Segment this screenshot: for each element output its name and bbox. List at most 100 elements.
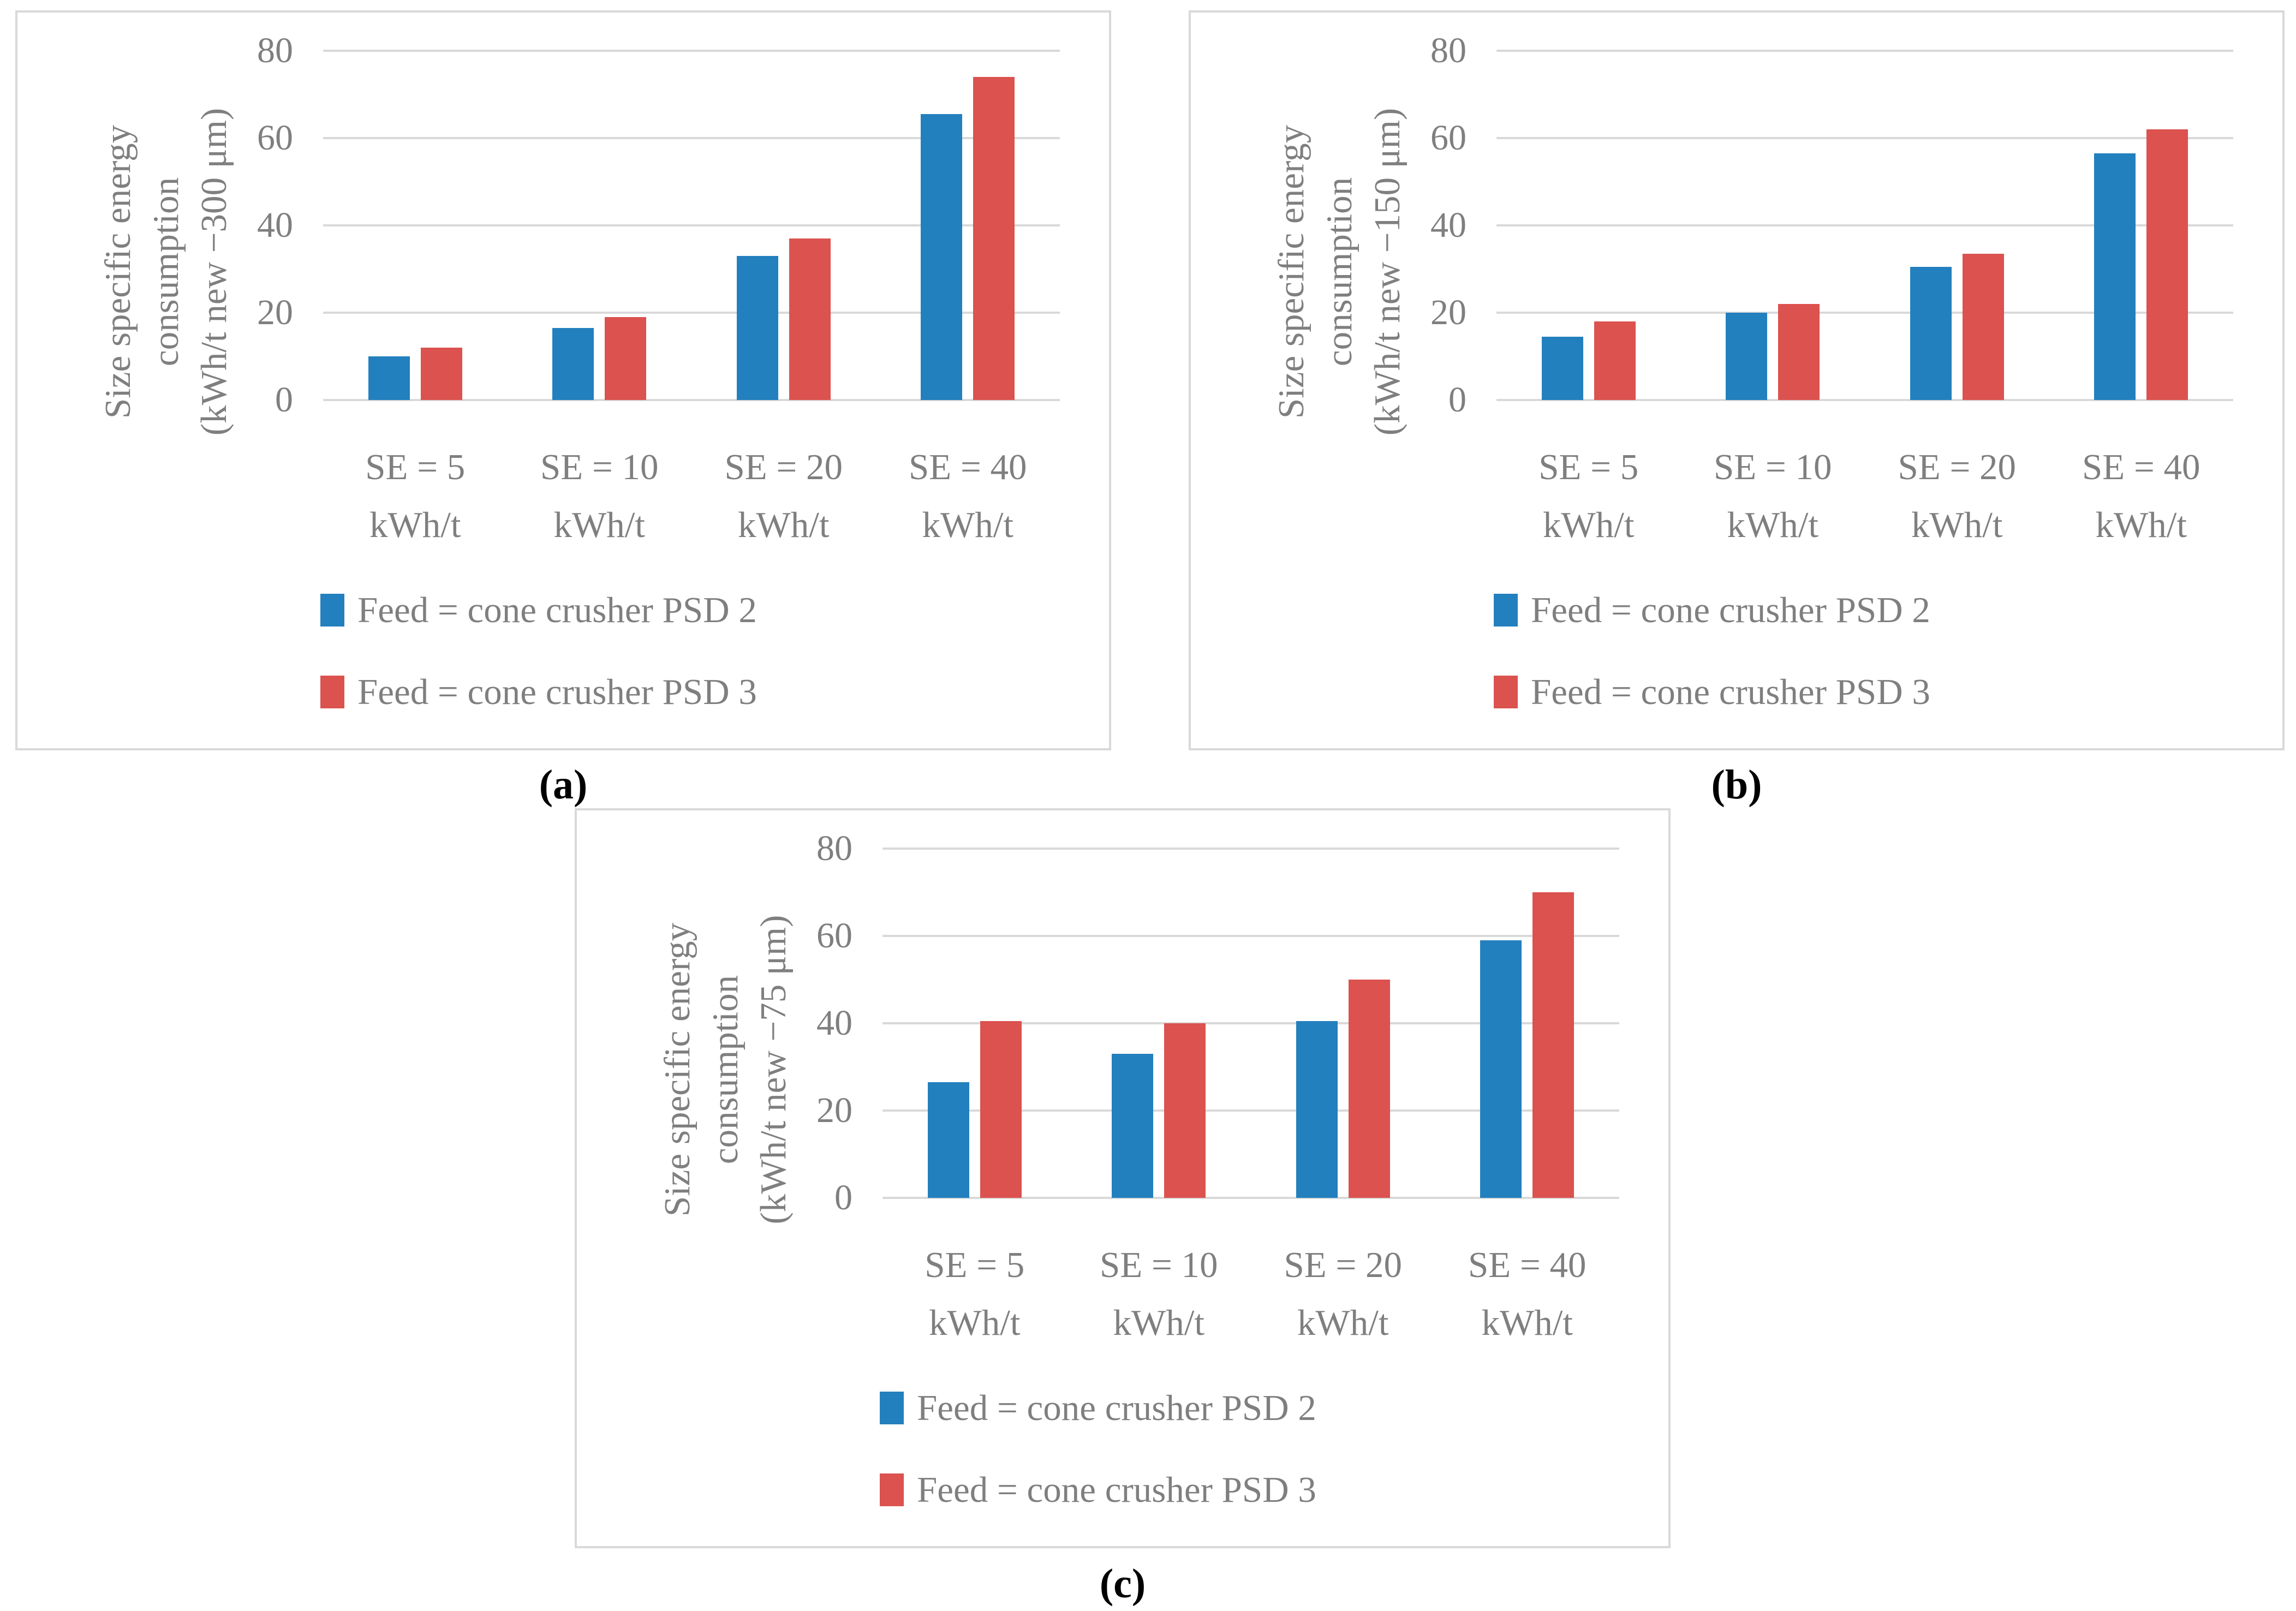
legend-item-psd2: Feed = cone crusher PSD 2 bbox=[1494, 589, 1930, 630]
x-axis-baseline bbox=[1496, 399, 2233, 401]
x-category-label-line: SE = 5 bbox=[365, 447, 466, 487]
legend-swatch-psd3 bbox=[1494, 676, 1518, 708]
legend-item-psd3: Feed = cone crusher PSD 3 bbox=[320, 672, 757, 712]
gridline bbox=[1496, 137, 2233, 139]
y-axis-title-line: Size specific energy bbox=[98, 124, 138, 419]
bar-psd2 bbox=[552, 328, 594, 400]
bar-psd3 bbox=[789, 238, 831, 400]
x-category-label-line: SE = 40 bbox=[1468, 1245, 1587, 1285]
x-category-label: SE = 10 kWh/t bbox=[1067, 1236, 1251, 1352]
x-axis-baseline bbox=[882, 1197, 1619, 1199]
bar-psd2 bbox=[1296, 1021, 1338, 1198]
plot-area bbox=[323, 50, 1060, 401]
gridline bbox=[882, 848, 1619, 850]
x-category-label-line: SE = 5 bbox=[925, 1245, 1025, 1285]
gridline bbox=[323, 224, 1060, 226]
bar-psd2 bbox=[921, 114, 962, 400]
x-category-label-line: kWh/t bbox=[1481, 1303, 1573, 1343]
legend-label: Feed = cone crusher PSD 2 bbox=[917, 1387, 1316, 1428]
legend-label: Feed = cone crusher PSD 2 bbox=[1531, 589, 1930, 630]
y-tick-label: 0 bbox=[834, 1178, 852, 1218]
x-category-label-line: SE = 20 bbox=[724, 447, 843, 487]
bar-psd2 bbox=[2094, 153, 2136, 400]
legend-swatch-psd3 bbox=[320, 676, 344, 708]
legend: Feed = cone crusher PSD 2 Feed = cone cru… bbox=[320, 589, 757, 756]
chart-panel-b: Size specific energy consumption (kWh/t ne… bbox=[1189, 10, 2285, 750]
x-category-labels: SE = 5 kWh/t SE = 10 kWh/t SE = 20 kWh/t SE = … bbox=[1496, 438, 2233, 554]
x-category-label-line: kWh/t bbox=[738, 505, 830, 545]
y-axis-title-line: consumption bbox=[146, 177, 186, 367]
x-category-label-line: kWh/t bbox=[929, 1303, 1021, 1343]
x-category-label-line: kWh/t bbox=[1297, 1303, 1389, 1343]
x-category-label-line: kWh/t bbox=[1543, 505, 1635, 545]
x-category-label-line: kWh/t bbox=[1727, 505, 1818, 545]
legend-item-psd2: Feed = cone crusher PSD 2 bbox=[880, 1387, 1316, 1428]
y-tick-label: 0 bbox=[1448, 380, 1466, 420]
bar-psd2 bbox=[368, 356, 410, 400]
bar-psd3 bbox=[1778, 304, 1820, 400]
x-category-label-line: kWh/t bbox=[2095, 505, 2187, 545]
y-axis-title-line: consumption bbox=[1319, 177, 1359, 367]
y-tick-label: 60 bbox=[816, 916, 852, 956]
x-category-labels: SE = 5 kWh/t SE = 10 kWh/t SE = 20 kWh/t SE = … bbox=[323, 438, 1060, 554]
chart-caption-b: (b) bbox=[1711, 762, 1762, 808]
x-category-label-line: SE = 20 bbox=[1898, 447, 2016, 487]
gridline bbox=[323, 137, 1060, 139]
y-tick-label: 80 bbox=[1430, 31, 1466, 70]
x-category-label-line: kWh/t bbox=[1113, 1303, 1204, 1343]
bar-psd3 bbox=[1349, 980, 1390, 1198]
x-category-label: SE = 10 kWh/t bbox=[1681, 438, 1865, 554]
y-tick-label: 80 bbox=[816, 828, 852, 868]
legend-swatch-psd2 bbox=[320, 594, 344, 626]
x-category-label-line: kWh/t bbox=[922, 505, 1013, 545]
x-category-label-line: SE = 10 bbox=[540, 447, 659, 487]
gridline bbox=[882, 935, 1619, 937]
x-category-label-line: SE = 40 bbox=[2082, 447, 2200, 487]
legend-label: Feed = cone crusher PSD 2 bbox=[357, 589, 757, 630]
x-category-label-line: SE = 20 bbox=[1284, 1245, 1402, 1285]
x-category-label: SE = 40 kWh/t bbox=[876, 438, 1060, 554]
legend: Feed = cone crusher PSD 2 Feed = cone cru… bbox=[880, 1387, 1316, 1554]
x-category-label: SE = 40 kWh/t bbox=[1435, 1236, 1620, 1352]
x-category-label: SE = 40 kWh/t bbox=[2049, 438, 2234, 554]
x-category-label-line: kWh/t bbox=[1911, 505, 2003, 545]
y-axis-title-line: (kWh/t new −150 μm) bbox=[1367, 108, 1408, 436]
y-axis-title-line: Size specific energy bbox=[1271, 124, 1311, 419]
bar-psd2 bbox=[737, 256, 778, 400]
legend-label: Feed = cone crusher PSD 3 bbox=[917, 1469, 1316, 1510]
plot-area bbox=[882, 848, 1619, 1199]
chart-caption-c: (c) bbox=[1099, 1561, 1146, 1607]
y-tick-label: 40 bbox=[257, 205, 293, 245]
bar-psd2 bbox=[1910, 267, 1952, 400]
legend-item-psd3: Feed = cone crusher PSD 3 bbox=[880, 1469, 1316, 1510]
y-axis-title: Size specific energy consumption (kWh/t ne… bbox=[1267, 0, 1411, 586]
gridline bbox=[323, 312, 1060, 314]
x-category-label: SE = 20 kWh/t bbox=[1251, 1236, 1435, 1352]
bar-psd3 bbox=[1164, 1023, 1206, 1198]
y-tick-label: 20 bbox=[1430, 293, 1466, 332]
bar-psd3 bbox=[1532, 892, 1574, 1198]
bar-psd3 bbox=[421, 348, 462, 400]
bar-psd3 bbox=[1963, 254, 2004, 400]
x-category-label-line: SE = 10 bbox=[1714, 447, 1832, 487]
legend-swatch-psd2 bbox=[1494, 594, 1518, 626]
bar-psd3 bbox=[1594, 321, 1636, 400]
bar-psd3 bbox=[605, 317, 646, 400]
x-axis-baseline bbox=[323, 399, 1060, 401]
y-tick-label: 0 bbox=[275, 380, 293, 420]
legend-swatch-psd3 bbox=[880, 1473, 904, 1506]
gridline bbox=[882, 1022, 1619, 1024]
x-category-label-line: SE = 10 bbox=[1100, 1245, 1218, 1285]
y-tick-label: 80 bbox=[257, 31, 293, 70]
chart-panel-c: Size specific energy consumption (kWh/t ne… bbox=[575, 808, 1671, 1548]
gridline bbox=[1496, 50, 2233, 52]
x-category-label-line: kWh/t bbox=[553, 505, 645, 545]
y-tick-label: 20 bbox=[257, 293, 293, 332]
plot-area bbox=[1496, 50, 2233, 401]
bar-psd3 bbox=[973, 77, 1015, 400]
y-axis-title: Size specific energy consumption (kWh/t ne… bbox=[94, 0, 238, 586]
legend-swatch-psd2 bbox=[880, 1392, 904, 1424]
legend-label: Feed = cone crusher PSD 3 bbox=[1531, 671, 1930, 712]
gridline bbox=[1496, 224, 2233, 226]
